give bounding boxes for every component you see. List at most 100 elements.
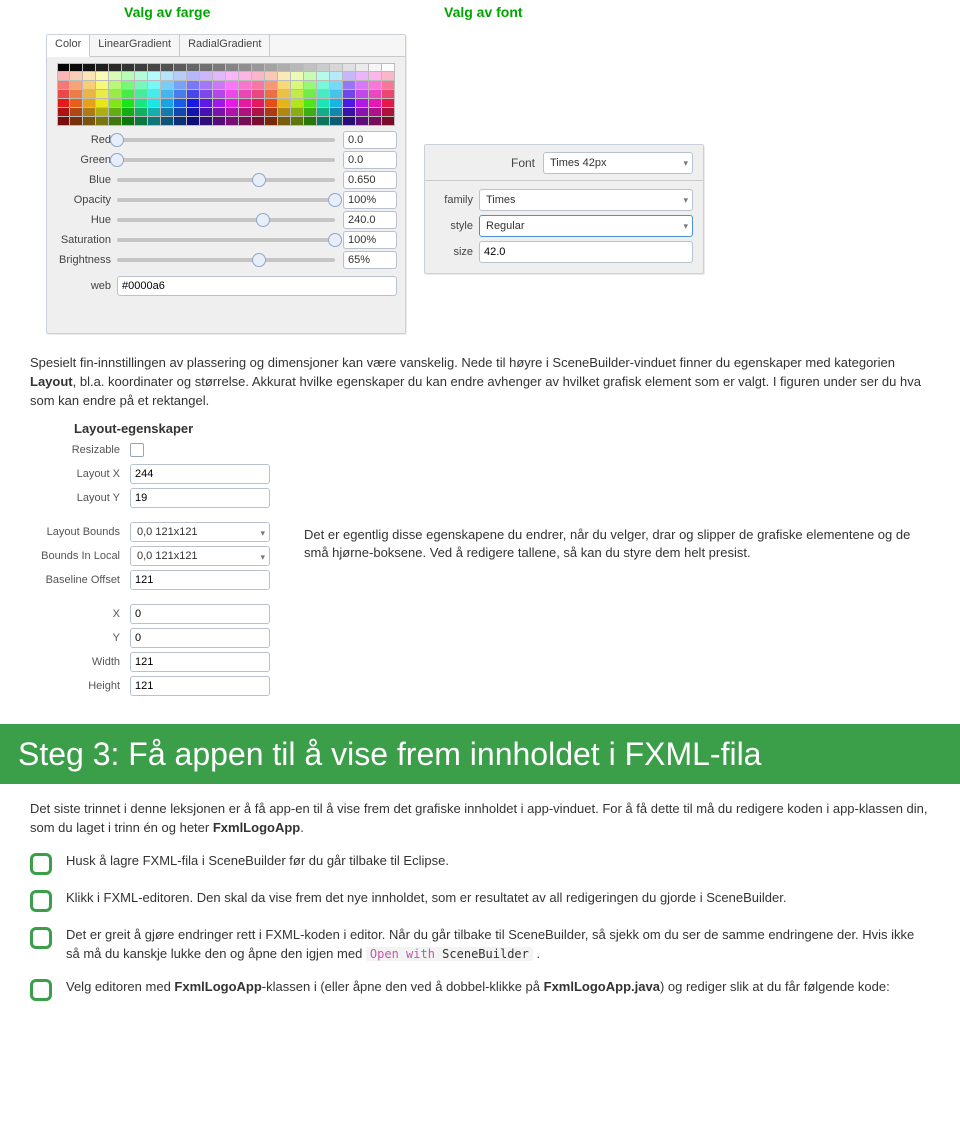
- slider-value[interactable]: [343, 231, 397, 249]
- swatch[interactable]: [174, 108, 187, 117]
- swatch[interactable]: [226, 81, 239, 90]
- swatch[interactable]: [382, 81, 395, 90]
- swatch[interactable]: [291, 99, 304, 108]
- swatch[interactable]: [57, 108, 70, 117]
- layout-bounds in local-combo[interactable]: 0,0 121x121▾: [130, 546, 270, 566]
- swatch[interactable]: [356, 63, 369, 72]
- swatch[interactable]: [252, 99, 265, 108]
- swatch[interactable]: [83, 81, 96, 90]
- swatch[interactable]: [109, 117, 122, 126]
- swatch[interactable]: [200, 63, 213, 72]
- slider-knob[interactable]: [328, 233, 342, 247]
- swatch[interactable]: [343, 81, 356, 90]
- swatch[interactable]: [135, 90, 148, 99]
- swatch[interactable]: [187, 90, 200, 99]
- swatch-grid[interactable]: [57, 63, 395, 126]
- slider-track[interactable]: [117, 138, 335, 142]
- swatch[interactable]: [265, 117, 278, 126]
- slider-knob[interactable]: [256, 213, 270, 227]
- swatch[interactable]: [343, 72, 356, 81]
- layout-width-input[interactable]: [130, 652, 270, 672]
- swatch[interactable]: [317, 108, 330, 117]
- swatch[interactable]: [161, 90, 174, 99]
- swatch[interactable]: [96, 81, 109, 90]
- swatch[interactable]: [57, 81, 70, 90]
- swatch[interactable]: [135, 117, 148, 126]
- swatch[interactable]: [187, 108, 200, 117]
- swatch[interactable]: [265, 81, 278, 90]
- swatch[interactable]: [213, 108, 226, 117]
- swatch[interactable]: [304, 72, 317, 81]
- swatch[interactable]: [148, 117, 161, 126]
- swatch[interactable]: [226, 72, 239, 81]
- layout-layout x-input[interactable]: [130, 464, 270, 484]
- swatch[interactable]: [200, 108, 213, 117]
- swatch[interactable]: [239, 90, 252, 99]
- swatch[interactable]: [70, 108, 83, 117]
- tab-radialgradient[interactable]: RadialGradient: [180, 35, 270, 56]
- swatch[interactable]: [83, 108, 96, 117]
- swatch[interactable]: [239, 72, 252, 81]
- swatch[interactable]: [382, 108, 395, 117]
- swatch[interactable]: [122, 72, 135, 81]
- slider-track[interactable]: [117, 258, 335, 262]
- font-size-input[interactable]: [479, 241, 693, 263]
- swatch[interactable]: [96, 72, 109, 81]
- tab-lineargradient[interactable]: LinearGradient: [90, 35, 180, 56]
- swatch[interactable]: [330, 63, 343, 72]
- swatch[interactable]: [369, 81, 382, 90]
- swatch[interactable]: [109, 72, 122, 81]
- swatch[interactable]: [148, 72, 161, 81]
- swatch[interactable]: [187, 81, 200, 90]
- swatch[interactable]: [109, 90, 122, 99]
- font-summary-combo[interactable]: Times 42px ▾: [543, 152, 693, 174]
- swatch[interactable]: [252, 108, 265, 117]
- swatch[interactable]: [330, 117, 343, 126]
- slider-track[interactable]: [117, 178, 335, 182]
- swatch[interactable]: [252, 117, 265, 126]
- swatch[interactable]: [70, 81, 83, 90]
- slider-knob[interactable]: [110, 153, 124, 167]
- swatch[interactable]: [122, 63, 135, 72]
- layout-x-input[interactable]: [130, 604, 270, 624]
- swatch[interactable]: [213, 99, 226, 108]
- swatch[interactable]: [356, 108, 369, 117]
- swatch[interactable]: [304, 90, 317, 99]
- swatch[interactable]: [174, 63, 187, 72]
- swatch[interactable]: [70, 99, 83, 108]
- swatch[interactable]: [135, 72, 148, 81]
- swatch[interactable]: [213, 90, 226, 99]
- swatch[interactable]: [161, 72, 174, 81]
- swatch[interactable]: [226, 117, 239, 126]
- swatch[interactable]: [369, 99, 382, 108]
- swatch[interactable]: [187, 99, 200, 108]
- swatch[interactable]: [200, 99, 213, 108]
- swatch[interactable]: [278, 108, 291, 117]
- swatch[interactable]: [57, 90, 70, 99]
- checkbox-icon[interactable]: [30, 890, 52, 912]
- swatch[interactable]: [343, 63, 356, 72]
- swatch[interactable]: [161, 117, 174, 126]
- swatch[interactable]: [330, 108, 343, 117]
- swatch[interactable]: [330, 81, 343, 90]
- swatch[interactable]: [252, 63, 265, 72]
- swatch[interactable]: [57, 63, 70, 72]
- swatch[interactable]: [343, 99, 356, 108]
- swatch[interactable]: [278, 117, 291, 126]
- swatch[interactable]: [343, 90, 356, 99]
- swatch[interactable]: [369, 63, 382, 72]
- swatch[interactable]: [226, 99, 239, 108]
- swatch[interactable]: [174, 117, 187, 126]
- swatch[interactable]: [213, 81, 226, 90]
- swatch[interactable]: [304, 108, 317, 117]
- swatch[interactable]: [291, 90, 304, 99]
- swatch[interactable]: [317, 117, 330, 126]
- slider-track[interactable]: [117, 158, 335, 162]
- swatch[interactable]: [109, 108, 122, 117]
- swatch[interactable]: [356, 99, 369, 108]
- swatch[interactable]: [356, 117, 369, 126]
- swatch[interactable]: [174, 90, 187, 99]
- swatch[interactable]: [122, 117, 135, 126]
- swatch[interactable]: [96, 99, 109, 108]
- swatch[interactable]: [343, 117, 356, 126]
